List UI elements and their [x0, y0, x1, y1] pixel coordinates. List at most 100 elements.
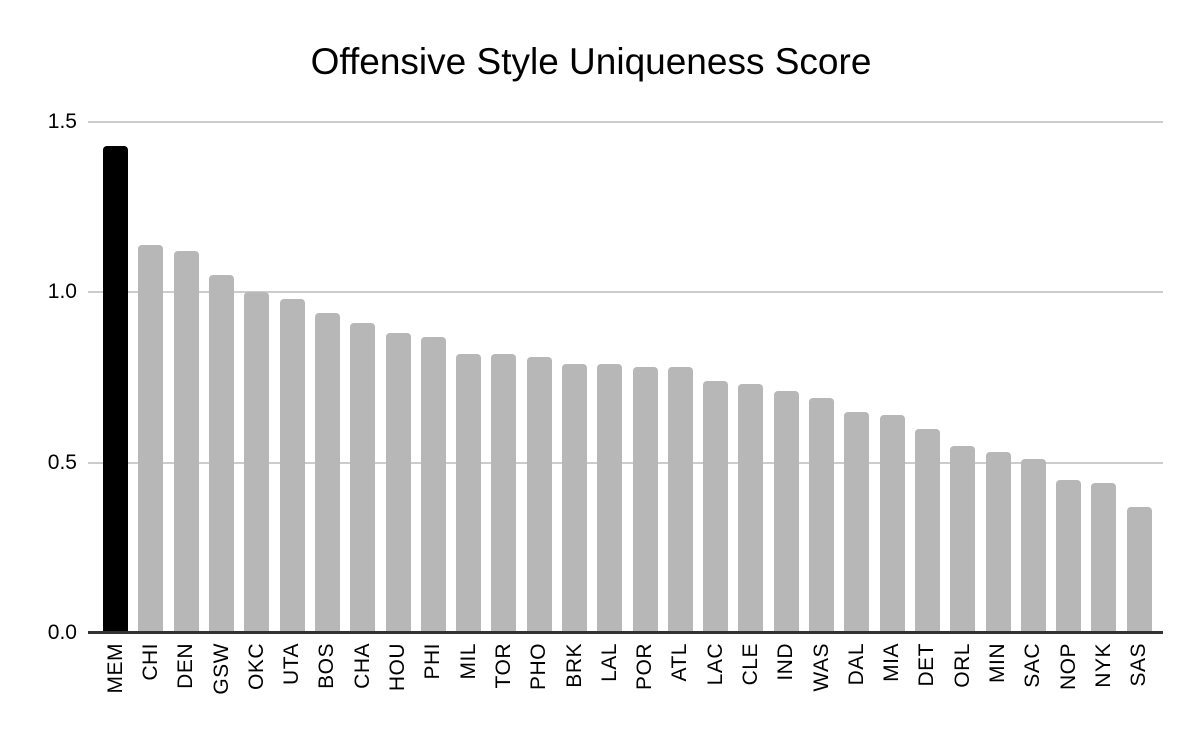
bar-slot-ind — [769, 122, 804, 633]
x-label-slot-mia: MIA — [875, 643, 910, 733]
bar-uta — [279, 299, 305, 633]
bars — [88, 122, 1163, 633]
bar-min — [985, 452, 1011, 633]
x-tick-label-lac: LAC — [703, 643, 727, 686]
bar-nyk — [1091, 483, 1117, 633]
bar-mil — [456, 353, 482, 633]
bar-cha — [350, 323, 376, 633]
gridline-1 — [88, 291, 1163, 294]
x-tick-label-mia: MIA — [880, 643, 904, 682]
y-tick-label-0.0: 0.0 — [47, 621, 77, 644]
bar-slot-was — [804, 122, 839, 633]
bar-nop — [1056, 479, 1082, 633]
bar-slot-dal — [839, 122, 874, 633]
x-tick-label-atl: ATL — [668, 643, 692, 682]
x-tick-label-brk: BRK — [562, 643, 586, 688]
bar-okc — [244, 292, 270, 633]
bar-brk — [562, 363, 587, 633]
x-tick-label-mil: MIL — [456, 643, 480, 680]
y-tick-label-0.5: 0.5 — [47, 450, 77, 474]
bar-lal — [597, 363, 623, 633]
bar-det — [914, 428, 940, 633]
bar-slot-uta — [274, 122, 309, 633]
bar-pho — [526, 357, 552, 633]
plot-area — [88, 121, 1163, 634]
bar-slot-pho — [522, 122, 557, 633]
x-label-slot-det: DET — [910, 643, 945, 733]
bar-slot-lac — [698, 122, 733, 633]
x-tick-label-nop: NOP — [1056, 643, 1080, 691]
x-tick-label-cle: CLE — [738, 643, 762, 686]
x-label-slot-sac: SAC — [1016, 643, 1051, 733]
x-tick-label-sas: SAS — [1127, 643, 1151, 687]
x-tick-label-uta: UTA — [280, 643, 304, 685]
x-tick-label-was: WAS — [809, 643, 833, 692]
bar-slot-lal — [592, 122, 627, 633]
y-axis-labels: 1.5 1.0 0.5 0.0 — [0, 0, 77, 742]
bar-chi — [138, 244, 164, 633]
gridline-1.5 — [88, 121, 1163, 123]
bar-slot-brk — [557, 122, 592, 633]
bar-slot-hou — [380, 122, 415, 633]
x-tick-label-dal: DAL — [844, 643, 868, 686]
x-label-slot-phi: PHI — [416, 643, 451, 733]
x-tick-label-sac: SAC — [1021, 643, 1045, 688]
x-tick-label-tor: TOR — [491, 643, 515, 689]
x-tick-label-phi: PHI — [421, 643, 445, 680]
bar-slot-por — [627, 122, 662, 633]
x-label-slot-hou: HOU — [380, 643, 415, 733]
bar-hou — [385, 333, 411, 633]
x-label-slot-orl: ORL — [945, 643, 980, 733]
x-tick-label-mem: MEM — [103, 643, 127, 694]
x-tick-label-det: DET — [915, 643, 939, 687]
bar-slot-orl — [945, 122, 980, 633]
bar-slot-atl — [663, 122, 698, 633]
bar-mia — [879, 414, 905, 633]
x-label-slot-min: MIN — [980, 643, 1015, 733]
x-tick-label-ind: IND — [774, 643, 798, 681]
x-label-slot-lac: LAC — [698, 643, 733, 733]
x-tick-label-gsw: GSW — [209, 643, 233, 695]
x-axis-line — [88, 631, 1163, 634]
x-tick-label-hou: HOU — [386, 643, 410, 692]
x-label-slot-ind: IND — [769, 643, 804, 733]
bar-sac — [1020, 459, 1046, 633]
x-tick-label-den: DEN — [174, 643, 198, 689]
x-axis-labels: MEM CHI DEN GSW OKC UTA BOS CHA HOU PHI MIL TOR PHO B… — [88, 643, 1163, 733]
x-tick-label-por: POR — [633, 643, 657, 691]
bar-slot-mia — [875, 122, 910, 633]
x-tick-label-nyk: NYK — [1091, 643, 1115, 688]
x-tick-label-chi: CHI — [138, 643, 162, 681]
x-label-slot-cle: CLE — [733, 643, 768, 733]
x-label-slot-pho: PHO — [522, 643, 557, 733]
bar-slot-sac — [1016, 122, 1051, 633]
bar-lac — [703, 380, 729, 633]
bar-tor — [491, 353, 517, 633]
x-label-slot-nop: NOP — [1051, 643, 1086, 733]
bar-atl — [667, 367, 693, 633]
bar-slot-min — [980, 122, 1015, 633]
bar-dal — [844, 411, 870, 633]
x-label-slot-gsw: GSW — [204, 643, 239, 733]
bar-slot-det — [910, 122, 945, 633]
gridline-0.5 — [88, 461, 1163, 464]
bar-slot-den — [169, 122, 204, 633]
y-tick-label-1.0: 1.0 — [47, 280, 77, 304]
x-label-slot-nyk: NYK — [1086, 643, 1121, 733]
bar-orl — [950, 445, 976, 633]
bar-slot-nop — [1051, 122, 1086, 633]
x-label-slot-was: WAS — [804, 643, 839, 733]
chart-title: Offensive Style Uniqueness Score — [310, 41, 872, 82]
x-label-slot-den: DEN — [169, 643, 204, 733]
x-tick-label-min: MIN — [986, 643, 1010, 683]
x-tick-label-lal: LAL — [597, 643, 621, 682]
bar-slot-chi — [133, 122, 168, 633]
x-label-slot-okc: OKC — [239, 643, 274, 733]
bar-por — [632, 367, 658, 633]
x-label-slot-bos: BOS — [310, 643, 345, 733]
x-label-slot-lal: LAL — [592, 643, 627, 733]
bar-slot-bos — [310, 122, 345, 633]
y-tick-label-1.5: 1.5 — [47, 110, 77, 133]
x-label-slot-sas: SAS — [1122, 643, 1157, 733]
